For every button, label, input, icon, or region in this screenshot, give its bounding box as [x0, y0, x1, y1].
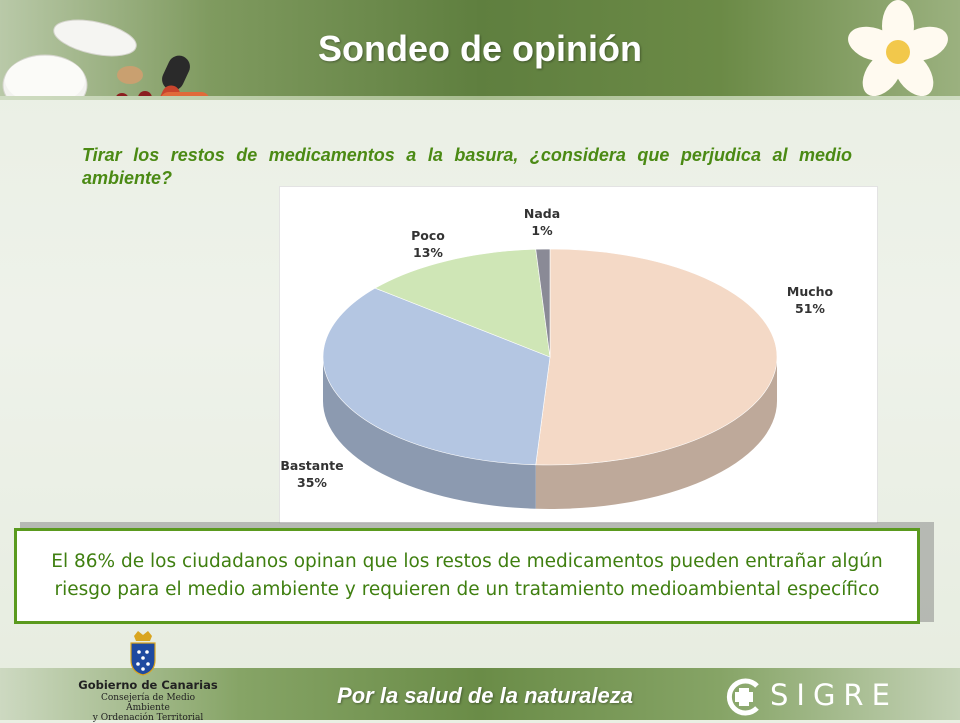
government-department: Consejería de Medio Ambiente y Ordenació…: [92, 693, 204, 723]
pie-label-name: Mucho: [786, 284, 834, 299]
pie-label-value: 51%: [795, 301, 825, 316]
flower-image: [848, 0, 948, 96]
footer-bar: [0, 668, 960, 720]
pie-side-mucho: [535, 357, 777, 509]
pie-label-nada: Nada 1%: [517, 205, 567, 239]
header-divider: [0, 96, 960, 100]
page-title: Sondeo de opinión: [318, 28, 642, 69]
sigre-cross-icon: [726, 678, 759, 716]
pie-label-poco: Poco 13%: [398, 227, 458, 261]
summary-box: El 86% de los ciudadanos opinan que los …: [14, 528, 920, 624]
government-name: Gobierno de Canarias: [78, 678, 218, 692]
pie-label-name: Poco: [411, 228, 445, 243]
footer-slogan: Por la salud de la naturaleza: [337, 683, 633, 708]
header-banner: Sondeo de opinión: [0, 0, 960, 96]
pie-chart: [322, 248, 778, 509]
summary-text: El 86% de los ciudadanos opinan que los …: [51, 551, 883, 600]
pie-label-value: 35%: [297, 475, 327, 490]
pie-label-name: Bastante: [280, 458, 344, 473]
coat-of-arms-icon: [130, 631, 156, 676]
pills-image: [2, 19, 209, 96]
survey-question: Tirar los restos de medicamentos a la ba…: [82, 145, 852, 188]
pie-slice-nada: [535, 248, 551, 358]
pie-slice-bastante: [322, 287, 551, 466]
pie-label-mucho: Mucho 51%: [770, 283, 850, 317]
pie-label-name: Nada: [523, 206, 561, 221]
pie-slice-poco: [374, 248, 551, 358]
pie-label-bastante: Bastante 35%: [272, 457, 352, 491]
pie-slice-mucho: [535, 248, 778, 466]
pie-label-value: 13%: [413, 245, 443, 260]
pie-label-value: 1%: [531, 223, 553, 238]
pie-side-bastante: [323, 357, 536, 509]
pie-chart-panel: Mucho 51% Bastante 35% Poco 13% Nada 1%: [279, 186, 878, 524]
sigre-logo-text: SIGRE: [770, 678, 898, 712]
